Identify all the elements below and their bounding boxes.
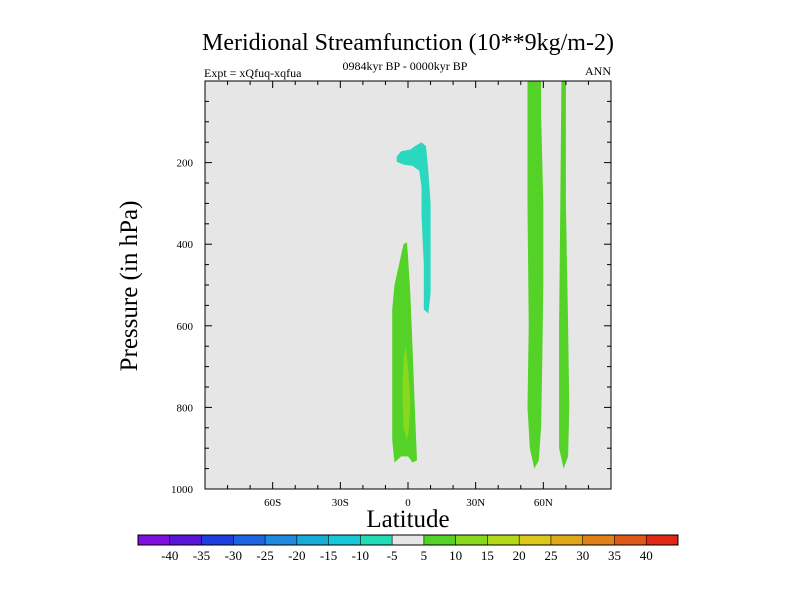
colorbar-swatch bbox=[265, 535, 298, 545]
colorbar-level-label: 20 bbox=[513, 548, 526, 563]
colorbar-level-label: -40 bbox=[161, 548, 178, 563]
x-tick-label: 0 bbox=[405, 497, 411, 509]
colorbar-level-label: 10 bbox=[449, 548, 462, 563]
colorbar-swatch bbox=[550, 535, 583, 545]
x-tick-label: 60S bbox=[264, 497, 281, 509]
y-axis-label: Pressure (in hPa) bbox=[116, 201, 143, 372]
colorbar-level-label: 15 bbox=[481, 548, 494, 563]
contour-regions bbox=[392, 81, 570, 469]
colorbar-swatch bbox=[455, 535, 488, 545]
colorbar-level-label: -10 bbox=[352, 548, 369, 563]
colorbar-frame bbox=[137, 534, 679, 546]
colorbar-level-label: 30 bbox=[576, 548, 589, 563]
x-tick-label: 30S bbox=[332, 497, 349, 509]
time-range-label: 0984kyr BP - 0000kyr BP bbox=[343, 59, 468, 73]
colorbar-swatch bbox=[392, 535, 425, 545]
plot-area bbox=[204, 80, 612, 490]
contour-region-pos-5-to-10-midlat-band-b bbox=[559, 81, 570, 469]
contour-region-pos-5-to-10-midlat-band-a bbox=[527, 81, 544, 469]
y-tick-label: 600 bbox=[177, 321, 194, 333]
colorbar-level-label: -30 bbox=[225, 548, 242, 563]
colorbar-swatch bbox=[169, 535, 202, 545]
y-tick-label: 200 bbox=[177, 158, 194, 170]
season-label: ANN bbox=[585, 64, 611, 78]
x-tick-label: 30N bbox=[466, 497, 485, 509]
colorbar-swatch bbox=[614, 535, 647, 545]
colorbar-swatch bbox=[423, 535, 456, 545]
colorbar-swatch bbox=[519, 535, 552, 545]
plot-frame bbox=[204, 80, 612, 490]
colorbar-level-label: 5 bbox=[421, 548, 428, 563]
colorbar-swatch bbox=[233, 535, 266, 545]
colorbar-swatch bbox=[296, 535, 329, 545]
y-tick-label: 800 bbox=[177, 402, 194, 414]
colorbar-level-label: 40 bbox=[640, 548, 653, 563]
colorbar-swatch bbox=[646, 535, 679, 545]
contour-region-pos-10-to-15-tropics-core bbox=[402, 346, 411, 440]
colorbar-level-label: -20 bbox=[288, 548, 305, 563]
colorbar-swatch bbox=[138, 535, 171, 545]
colorbar-level-label: -5 bbox=[387, 548, 398, 563]
experiment-label: Expt = xQfuq-xqfua bbox=[204, 66, 302, 80]
colorbar-level-label: -35 bbox=[193, 548, 210, 563]
colorbar-level-label: 35 bbox=[608, 548, 621, 563]
colorbar-level-label: 25 bbox=[544, 548, 557, 563]
y-tick-label: 1000 bbox=[171, 484, 194, 496]
colorbar: -40 -35 -30 -25 -20 -15 -10 -5 5 10 15 20 25 30 35 40 bbox=[137, 534, 679, 563]
colorbar-swatch bbox=[582, 535, 615, 545]
y-tick-label: 400 bbox=[177, 239, 194, 251]
chart-title: Meridional Streamfunction (10**9kg/m-2) bbox=[202, 30, 614, 56]
colorbar-swatch bbox=[360, 535, 393, 545]
x-tick-label: 60N bbox=[534, 497, 553, 509]
colorbar-swatch bbox=[201, 535, 234, 545]
colorbar-swatch bbox=[487, 535, 520, 545]
colorbar-swatch bbox=[328, 535, 361, 545]
contour-region-neg-5-to-10-upper-tropics bbox=[396, 142, 431, 314]
colorbar-level-label: -25 bbox=[256, 548, 273, 563]
x-axis-label: Latitude bbox=[366, 506, 449, 533]
colorbar-level-label: -15 bbox=[320, 548, 337, 563]
